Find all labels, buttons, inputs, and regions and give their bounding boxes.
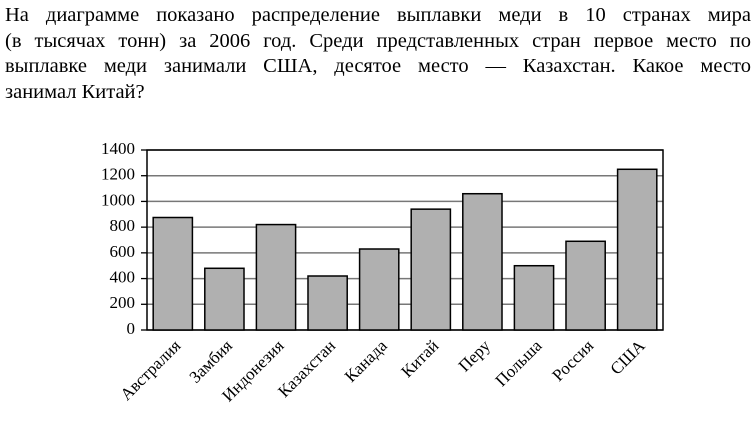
y-tick-label: 600	[110, 242, 136, 261]
y-tick-label: 1400	[101, 139, 135, 158]
x-tick-label: Канада	[341, 336, 391, 386]
bar	[358, 248, 400, 331]
bar	[616, 168, 658, 331]
x-tick-label: Казахстан	[274, 336, 339, 401]
text-line: На диаграмме показано распределение выпл…	[5, 4, 751, 26]
x-tick-label: США	[607, 336, 650, 379]
x-tick-label: Австралия	[117, 336, 185, 404]
y-tick-label: 1200	[101, 165, 135, 184]
y-tick-label: 800	[110, 216, 136, 235]
plot-frame	[146, 149, 664, 331]
bar	[204, 267, 245, 331]
bar	[255, 223, 297, 331]
bar	[565, 240, 606, 331]
y-tick-label: 200	[110, 293, 136, 312]
bar	[410, 208, 452, 331]
text-line: (в тысячах тонн) за 2006 год. Среди пред…	[5, 29, 751, 52]
bar	[513, 264, 555, 331]
x-tick-label: Россия	[548, 336, 597, 385]
text-line: занимал Китай?	[5, 80, 145, 103]
problem-text: На диаграмме показано распределение выпл…	[5, 3, 751, 105]
x-tick-label: Китай	[397, 336, 442, 381]
y-tick-label: 0	[127, 319, 136, 338]
text-line: выплавке меди занимали США, десятое мест…	[5, 55, 751, 77]
bar	[307, 275, 348, 331]
bar	[152, 216, 194, 331]
x-tick-label: Перу	[455, 336, 495, 376]
y-tick-label: 1000	[101, 190, 135, 209]
x-tick-label: Замбия	[186, 336, 237, 387]
bar	[462, 192, 503, 331]
y-tick-label: 400	[110, 267, 136, 286]
x-tick-label: Польша	[492, 336, 546, 390]
